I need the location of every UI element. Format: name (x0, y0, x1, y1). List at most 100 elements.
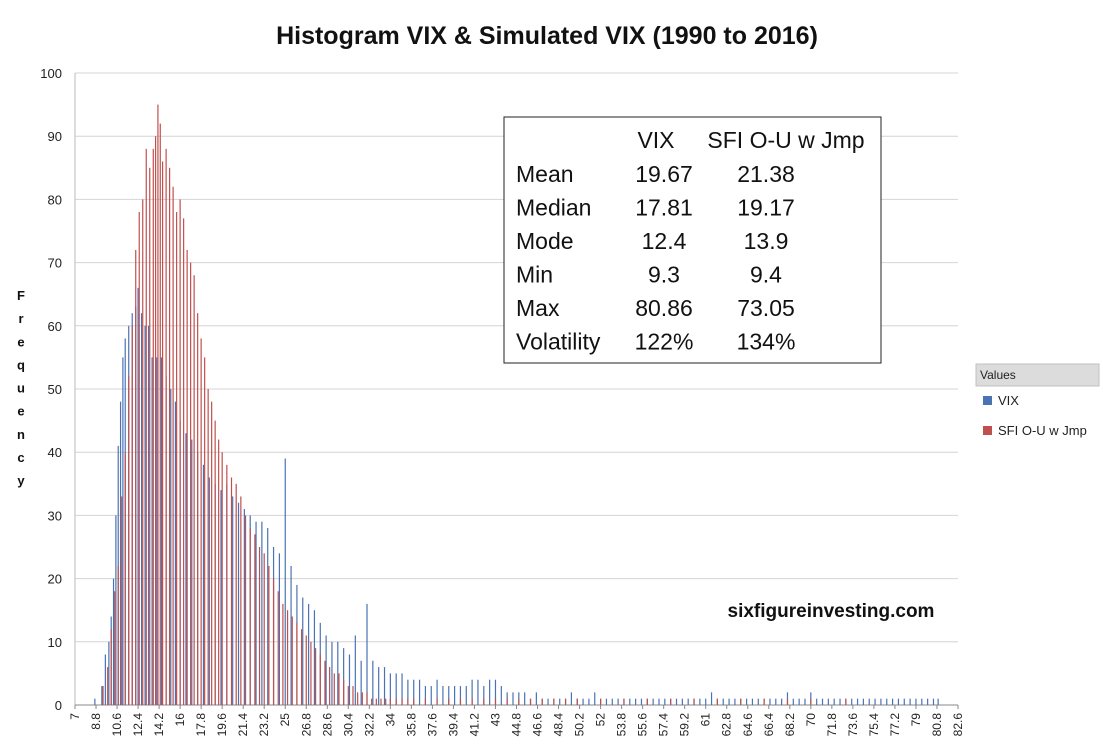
sim-vix-bar (268, 565, 270, 705)
vix-bar (261, 521, 263, 705)
vix-bar (903, 698, 905, 705)
vix-bar (868, 698, 870, 705)
vix-bar (757, 698, 759, 705)
vix-bar (174, 401, 177, 705)
vix-bar (389, 673, 391, 705)
x-tick-label: 80.8 (930, 713, 944, 737)
x-tick-label: 62.8 (720, 713, 734, 737)
vix-bar (313, 610, 316, 705)
vix-bar (348, 654, 351, 705)
y-axis-label-letter: e (17, 334, 24, 349)
vix-bar (185, 433, 187, 705)
x-tick-label: 25 (278, 713, 292, 727)
stats-cell: 73.05 (737, 295, 795, 321)
x-tick-label: 48.4 (552, 713, 566, 737)
sim-vix-bar (235, 483, 237, 705)
histogram-bars (94, 104, 939, 706)
x-tick-label: 35.8 (404, 713, 418, 737)
watermark: sixfigureinvesting.com (728, 601, 935, 622)
sim-vix-bar (352, 686, 354, 705)
sim-vix-bar (296, 622, 298, 705)
vix-bar (331, 641, 333, 705)
sim-vix-bar (165, 148, 167, 706)
stats-row-label: Min (516, 262, 553, 288)
vix-bar (372, 660, 374, 705)
x-tick-label: 17.8 (194, 713, 208, 737)
y-axis-label-letter: F (17, 288, 25, 303)
sim-vix-bar (277, 591, 279, 705)
sim-vix-bar (226, 464, 228, 705)
x-tick-label: 50.2 (573, 713, 587, 737)
vix-bar (582, 698, 584, 705)
vix-bar (927, 698, 929, 705)
stats-header: SFI O-U w Jmp (707, 127, 864, 153)
sim-vix-bar (263, 553, 265, 705)
vix-bar (775, 698, 777, 705)
x-tick-label: 26.8 (299, 713, 313, 737)
x-tick-label: 32.2 (362, 713, 376, 737)
vix-bar (325, 635, 327, 705)
stats-header: VIX (637, 127, 674, 153)
vix-bar (617, 698, 619, 705)
x-tick-label: 73.6 (846, 713, 860, 737)
x-tick-label: 46.6 (531, 713, 545, 737)
vix-bar (378, 667, 380, 705)
stats-cell: 80.86 (635, 295, 693, 321)
vix-bar (862, 698, 864, 705)
sim-vix-bar (564, 698, 567, 705)
x-tick-label: 71.8 (825, 713, 839, 737)
stats-cell: 134% (737, 329, 796, 355)
y-tick-label: 60 (48, 319, 62, 334)
vix-bar (137, 287, 139, 705)
sim-vix-bar (401, 698, 403, 705)
vix-bar (418, 679, 421, 705)
vix-bar (891, 698, 894, 705)
vix-bar (170, 389, 172, 705)
vix-bar (243, 509, 245, 705)
x-tick-label: 8.8 (89, 713, 103, 730)
sim-vix-bar (529, 698, 532, 705)
stats-box (503, 116, 882, 364)
vix-bar (442, 686, 444, 705)
sim-vix-bar (138, 212, 140, 706)
sim-vix-bar (291, 616, 293, 705)
vix-bar (535, 692, 537, 705)
sim-vix-bar (221, 452, 223, 705)
sim-vix-bar (740, 698, 742, 705)
stats-cell: 13.9 (744, 228, 789, 254)
sim-vix-bar (407, 698, 409, 705)
vix-bar (407, 679, 409, 705)
sim-vix-bar (176, 212, 178, 706)
sim-vix-bar (448, 698, 450, 705)
vix-bar (734, 698, 736, 705)
x-tick-label: 77.2 (888, 713, 902, 737)
sim-vix-bar (385, 698, 387, 705)
vix-bar (278, 553, 280, 705)
vix-bar (104, 654, 106, 705)
sim-vix-bar (361, 692, 363, 705)
y-tick-label: 100 (40, 66, 62, 81)
sim-vix-bar (200, 338, 202, 705)
stats-cell: 12.4 (642, 228, 687, 254)
sim-vix-bar (600, 698, 602, 705)
sim-vix-bar (190, 262, 192, 705)
stats-row-label: Volatility (516, 329, 601, 355)
sim-vix-bar (389, 698, 391, 705)
sim-vix-bar (716, 698, 718, 705)
vix-bar (512, 692, 514, 705)
vix-bar (108, 641, 110, 705)
vix-bar (459, 686, 462, 705)
vix-bar (874, 698, 876, 705)
vix-bar (122, 357, 124, 705)
y-axis-label-letter: c (17, 450, 24, 465)
vix-bar (413, 679, 415, 705)
sim-vix-bar (244, 515, 247, 705)
stats-cell: 19.67 (635, 161, 693, 187)
x-tick-label: 61 (699, 713, 713, 727)
sim-vix-bar (541, 698, 543, 705)
vix-bar (745, 698, 748, 705)
sim-vix-bar (413, 698, 415, 705)
x-tick-label: 44.8 (510, 713, 524, 737)
x-tick-label: 55.6 (636, 713, 650, 737)
